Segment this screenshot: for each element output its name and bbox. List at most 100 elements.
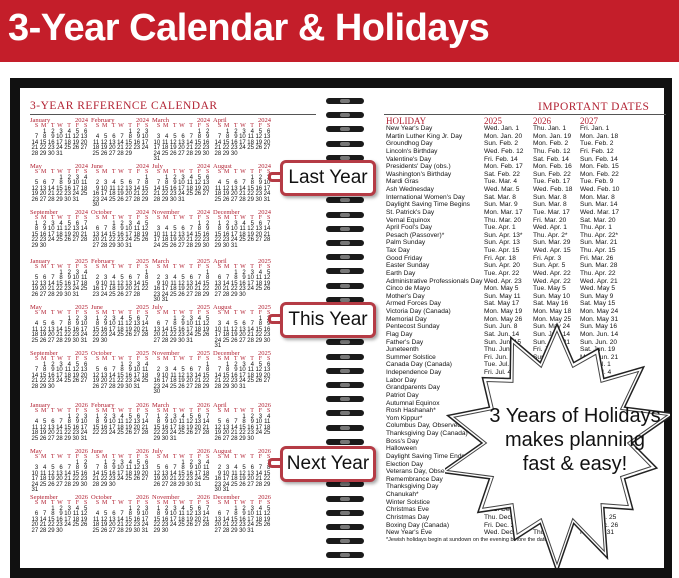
day: 6 — [112, 134, 116, 140]
day: 28 — [230, 435, 238, 442]
day: 14 — [186, 231, 193, 238]
day: 23 — [255, 191, 263, 197]
day: 20 — [178, 237, 185, 243]
day: 14 — [222, 280, 230, 287]
spiral-ring — [326, 481, 364, 488]
month-march-2026: March 2026 S M T W T F S 1 2 3 4 5 6 7 8 9 10 11 12 13 14 15 16 1… — [152, 402, 210, 442]
weekday-label: F — [197, 454, 202, 460]
day: 30 — [178, 337, 185, 344]
day: 12 — [153, 470, 161, 477]
spiral-ring — [326, 112, 364, 119]
day: 18 — [255, 280, 263, 287]
weekday-label: S — [266, 408, 271, 414]
day: 1 — [156, 505, 161, 512]
day: 30 — [161, 527, 169, 534]
month-header: April 2025 — [213, 258, 271, 265]
day: 21 — [194, 286, 202, 292]
day: 20 — [186, 286, 193, 292]
day: 10 — [247, 275, 254, 281]
day: 7 — [217, 367, 222, 373]
day: 9 — [189, 465, 193, 471]
day: 17 — [230, 231, 238, 238]
day: 28 — [186, 150, 193, 157]
day: 27 — [133, 430, 141, 436]
weekday-label: T — [128, 356, 132, 362]
weekday-label: W — [179, 123, 185, 129]
day: 10 — [161, 372, 169, 379]
weekday-label: M — [102, 408, 108, 414]
table-row: Presidents' Day (obs.) Mon. Feb. 17 Mon. F… — [386, 163, 666, 171]
day: 6 — [181, 226, 185, 232]
day: 22 — [47, 522, 55, 528]
day: 6 — [197, 505, 202, 512]
day: 26 — [169, 242, 177, 249]
weekday-label: W — [240, 123, 246, 129]
weekday-label: T — [111, 123, 116, 129]
day: 11 — [194, 321, 202, 327]
day: 13 — [80, 367, 88, 373]
day: 9 — [205, 134, 210, 140]
day: 29 — [56, 196, 63, 203]
day: 15 — [141, 185, 149, 192]
day: 25 — [31, 337, 39, 344]
day: 25 — [247, 378, 254, 384]
month-september-2024: September 2024 S M T W T F S 1 2 3 4 5 6 7 8 9 10 11 12 13 14 1… — [30, 209, 88, 249]
day: 12 — [255, 367, 263, 373]
day: 26 — [202, 332, 210, 338]
month-header: June 2024 — [91, 163, 149, 170]
weekday-label: W — [118, 408, 124, 414]
day: 25 — [230, 481, 238, 488]
day: 12 — [31, 185, 39, 192]
holiday-name: Election Day — [386, 460, 424, 468]
day: 29 — [222, 383, 230, 390]
day: 12 — [31, 280, 39, 287]
day: 1 — [156, 413, 161, 420]
day: 18 — [239, 231, 246, 238]
day: 27 — [47, 435, 55, 442]
day: 18 — [161, 237, 169, 243]
holiday-date: Sun. Mar. 29 — [533, 239, 571, 247]
day: 3 — [104, 275, 108, 281]
day: 26 — [100, 150, 108, 157]
day: 24 — [117, 476, 124, 482]
day: 21 — [239, 191, 246, 197]
day: 18 — [31, 430, 39, 436]
month-name: July — [152, 304, 163, 311]
day: 17 — [133, 372, 141, 379]
day: 11 — [92, 516, 100, 523]
day: 7 — [95, 465, 100, 471]
day: 9 — [120, 226, 124, 232]
weekday-label: T — [189, 264, 193, 270]
weekday-label: T — [233, 169, 238, 175]
day: 16 — [230, 372, 238, 379]
day: 28 — [214, 383, 222, 390]
weekday-label: T — [250, 500, 254, 506]
weekday-label: S — [205, 123, 210, 129]
weekday-label: T — [250, 454, 254, 460]
day: 20 — [56, 476, 63, 482]
month-header: August 2025 — [213, 304, 271, 311]
day: 23 — [239, 522, 246, 528]
day: 24 — [80, 430, 88, 436]
day: 3 — [165, 367, 169, 373]
day: 15 — [202, 280, 210, 287]
day: 28 — [255, 481, 263, 488]
weekday-label: F — [75, 123, 80, 129]
day: 6 — [95, 226, 100, 232]
weekday-label: T — [111, 356, 116, 362]
day: 2 — [234, 361, 238, 368]
day: 14 — [202, 419, 210, 425]
day: 17 — [153, 237, 161, 243]
day: 16 — [39, 231, 47, 238]
spiral-ring — [326, 424, 364, 431]
day: 18 — [80, 185, 88, 192]
day: 23 — [47, 378, 55, 384]
day: 21 — [255, 476, 263, 482]
table-row: Autumnal Equinox — [386, 400, 666, 408]
day: 19 — [263, 280, 271, 287]
day: 6 — [59, 465, 63, 471]
